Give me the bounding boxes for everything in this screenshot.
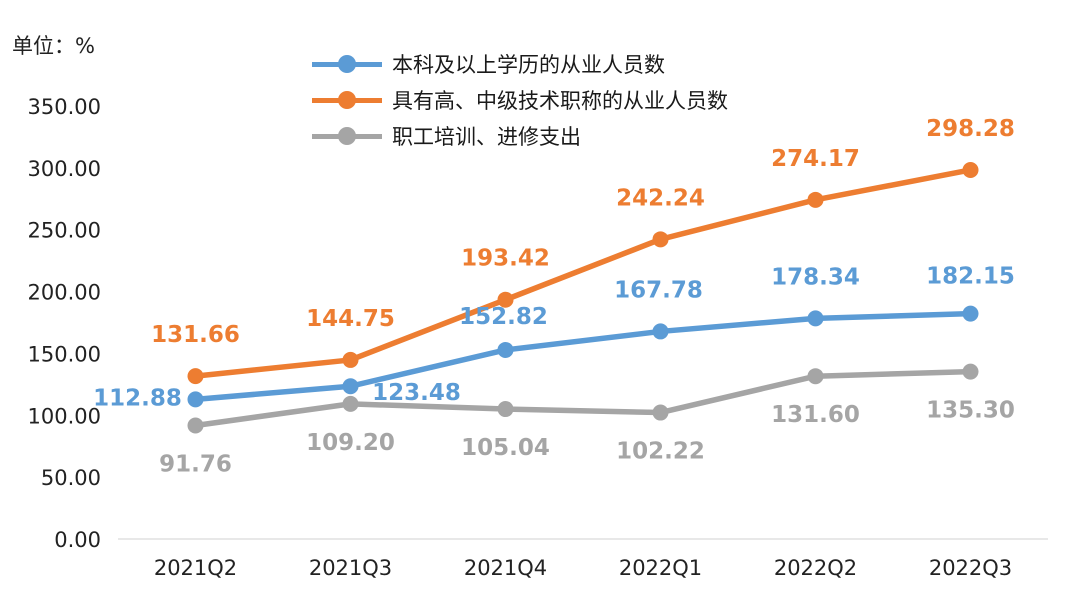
data-point bbox=[807, 310, 824, 327]
legend-item: 本科及以上学历的从业人员数 bbox=[312, 46, 728, 82]
legend-swatch bbox=[312, 52, 382, 76]
data-point bbox=[497, 341, 514, 358]
data-label: 112.88 bbox=[93, 385, 182, 411]
data-point bbox=[962, 161, 979, 178]
unit-label: 单位：% bbox=[12, 34, 95, 58]
y-tick-label: 0.00 bbox=[54, 528, 101, 552]
x-tick-label: 2022Q1 bbox=[619, 556, 702, 580]
data-label: 109.20 bbox=[306, 430, 395, 456]
data-label: 178.34 bbox=[771, 264, 860, 290]
data-label: 274.17 bbox=[771, 146, 860, 172]
data-point bbox=[342, 395, 359, 412]
x-tick-label: 2021Q2 bbox=[154, 556, 237, 580]
x-tick-label: 2021Q4 bbox=[464, 556, 547, 580]
legend-label: 具有高、中级技术职称的从业人员数 bbox=[392, 89, 728, 113]
data-label: 102.22 bbox=[616, 439, 705, 465]
y-tick-label: 300.00 bbox=[28, 157, 101, 181]
data-label: 152.82 bbox=[459, 304, 548, 330]
x-tick-label: 2021Q3 bbox=[309, 556, 392, 580]
legend-label: 本科及以上学历的从业人员数 bbox=[392, 53, 665, 77]
legend-item: 具有高、中级技术职称的从业人员数 bbox=[312, 82, 728, 118]
series-line bbox=[192, 310, 974, 403]
series-line bbox=[192, 167, 974, 379]
data-point bbox=[342, 378, 359, 395]
y-tick-label: 350.00 bbox=[28, 95, 101, 119]
data-point bbox=[187, 417, 204, 434]
legend-item: 职工培训、进修支出 bbox=[312, 118, 728, 154]
data-point bbox=[652, 231, 669, 248]
data-point bbox=[962, 305, 979, 322]
data-point bbox=[807, 191, 824, 208]
legend: 本科及以上学历的从业人员数 具有高、中级技术职称的从业人员数 职工培训、进修支出 bbox=[312, 46, 728, 154]
data-point bbox=[497, 291, 514, 308]
x-tick-label: 2022Q2 bbox=[774, 556, 857, 580]
data-label: 242.24 bbox=[616, 185, 705, 211]
data-label: 298.28 bbox=[926, 116, 1015, 142]
data-label: 105.04 bbox=[461, 435, 550, 461]
y-tick-label: 150.00 bbox=[28, 342, 101, 366]
data-point bbox=[342, 351, 359, 368]
data-point bbox=[187, 391, 204, 408]
data-label: 131.60 bbox=[771, 402, 860, 428]
series-line bbox=[192, 368, 974, 429]
data-label: 91.76 bbox=[159, 451, 232, 477]
data-point bbox=[652, 323, 669, 340]
legend-label: 职工培训、进修支出 bbox=[392, 125, 581, 149]
data-point bbox=[652, 404, 669, 421]
y-tick-label: 200.00 bbox=[28, 281, 101, 305]
data-label: 144.75 bbox=[306, 306, 395, 332]
data-point bbox=[497, 401, 514, 418]
data-point bbox=[962, 363, 979, 380]
legend-swatch bbox=[312, 124, 382, 148]
legend-swatch bbox=[312, 88, 382, 112]
y-tick-label: 50.00 bbox=[41, 466, 101, 490]
data-label: 167.78 bbox=[614, 277, 703, 303]
data-label: 123.48 bbox=[372, 380, 461, 406]
y-tick-label: 100.00 bbox=[28, 404, 101, 428]
y-tick-label: 250.00 bbox=[28, 219, 101, 243]
data-point bbox=[187, 368, 204, 385]
data-label: 182.15 bbox=[926, 264, 1015, 290]
x-tick-label: 2022Q3 bbox=[929, 556, 1012, 580]
data-label: 135.30 bbox=[926, 398, 1015, 424]
data-point bbox=[807, 368, 824, 385]
data-label: 193.42 bbox=[461, 246, 550, 272]
data-label: 131.66 bbox=[151, 322, 240, 348]
